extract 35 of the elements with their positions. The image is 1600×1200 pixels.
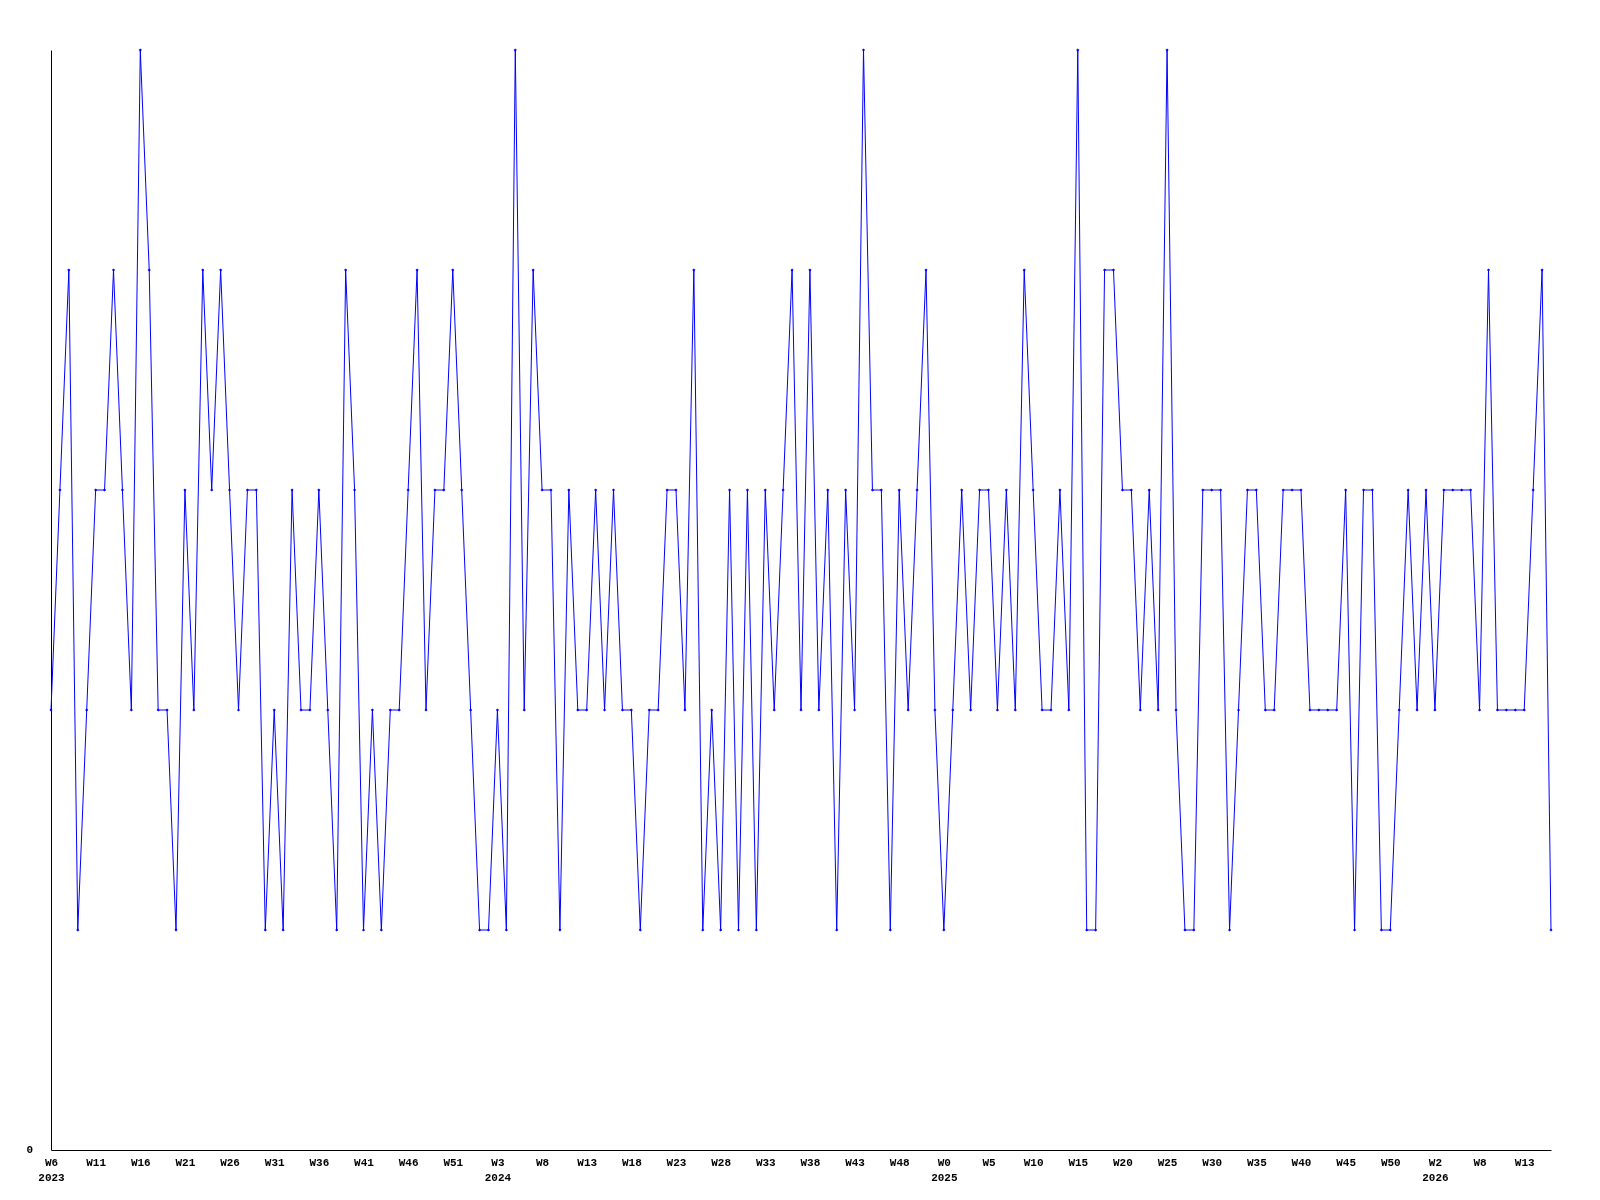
- x-tick-label: W20: [1113, 1156, 1133, 1169]
- x-tick-label: W31: [264, 1156, 286, 1169]
- x-tick-label: W0 2025: [931, 1156, 958, 1184]
- text: 0: [26, 1144, 33, 1156]
- x-tick-label: W18: [621, 1156, 643, 1169]
- x-tick-label: W13: [577, 1156, 598, 1169]
- x-tick-label: W8: [1473, 1156, 1488, 1169]
- x-tick-label: W16: [130, 1156, 151, 1169]
- x-tick-label: W25: [1157, 1156, 1178, 1169]
- x-tick-label: W8: [535, 1156, 550, 1169]
- x-tick-label: W28: [711, 1156, 732, 1169]
- x-tick-label: W36: [309, 1156, 330, 1169]
- x-tick-label: W50: [1380, 1156, 1401, 1169]
- x-tick-label: W35: [1246, 1156, 1268, 1169]
- x-tick-label: W23: [666, 1156, 687, 1169]
- x-tick-label: W38: [800, 1156, 821, 1169]
- x-tick-label: W46: [398, 1156, 419, 1169]
- x-tick-label: W15: [1068, 1156, 1089, 1169]
- x-tick-label: W43: [845, 1156, 866, 1169]
- x-tick-label: W11: [86, 1156, 107, 1169]
- x-tick-label: W30: [1202, 1156, 1223, 1169]
- x-tick-label: W45: [1336, 1156, 1357, 1169]
- x-tick-label: W26: [220, 1156, 240, 1169]
- x-tick-label: W33: [755, 1156, 777, 1169]
- x-tick-label: W21: [175, 1156, 196, 1169]
- x-tick-label: W10: [1023, 1156, 1044, 1169]
- x-tick-label: W5: [982, 1156, 996, 1169]
- x-tick-label: W41: [354, 1156, 375, 1169]
- x-tick-label: W6 2023: [38, 1156, 66, 1184]
- x-tick-label: W51: [443, 1156, 464, 1169]
- x-tick-label: W48: [889, 1156, 911, 1169]
- x-tick-label: W40: [1291, 1156, 1312, 1169]
- x-tick-label: W13: [1514, 1156, 1536, 1169]
- x-tick-label: W2 2026: [1422, 1156, 1449, 1184]
- x-tick-label: W3 2024: [484, 1156, 512, 1184]
